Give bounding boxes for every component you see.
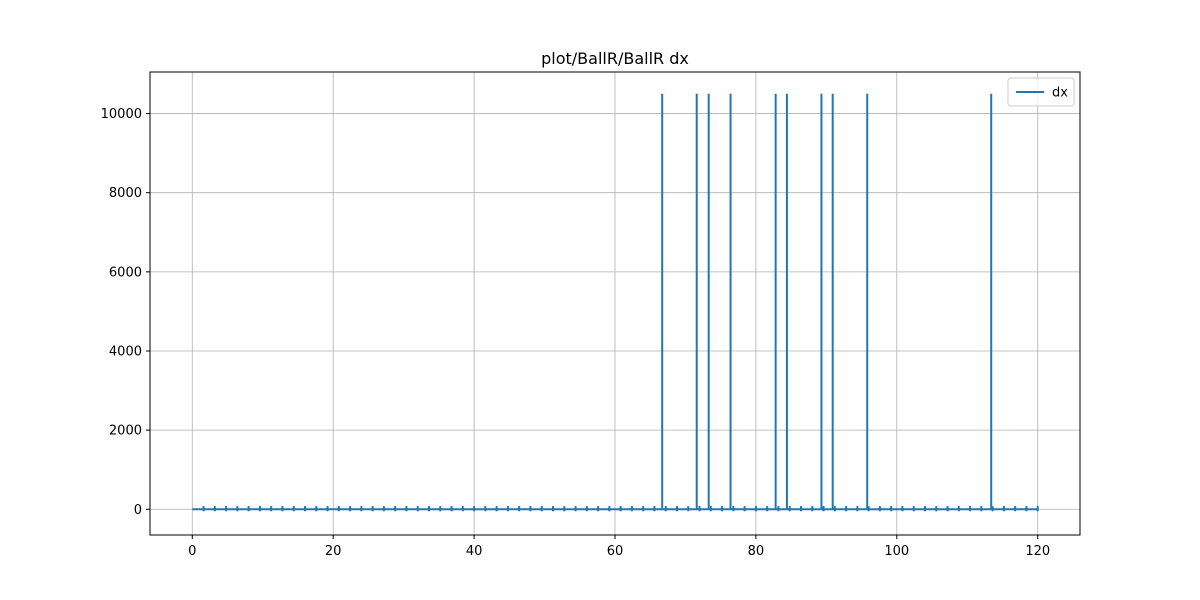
y-tick-label: 10000 [101, 107, 142, 122]
y-tick-label: 6000 [109, 265, 142, 280]
y-tick-label: 8000 [109, 186, 142, 201]
x-tick-label: 100 [884, 544, 909, 559]
chart-title: plot/BallR/BallR dx [541, 49, 689, 68]
x-tick-label: 0 [188, 544, 196, 559]
y-tick-label: 2000 [109, 424, 142, 439]
x-tick-label: 40 [466, 544, 483, 559]
x-tick-label: 80 [748, 544, 765, 559]
x-tick-label: 20 [325, 544, 342, 559]
series-lines [192, 93, 1039, 512]
legend: dx [1007, 77, 1075, 107]
x-tick-label: 60 [607, 544, 624, 559]
y-tick-label: 4000 [109, 344, 142, 359]
y-tick-label: 0 [134, 503, 142, 518]
axis-ticks: 0 20 40 60 80 100 120 0 2000 4000 6000 8000 10000 [101, 107, 1051, 559]
x-tick-label: 120 [1025, 544, 1050, 559]
legend-label-dx: dx [1052, 86, 1068, 101]
